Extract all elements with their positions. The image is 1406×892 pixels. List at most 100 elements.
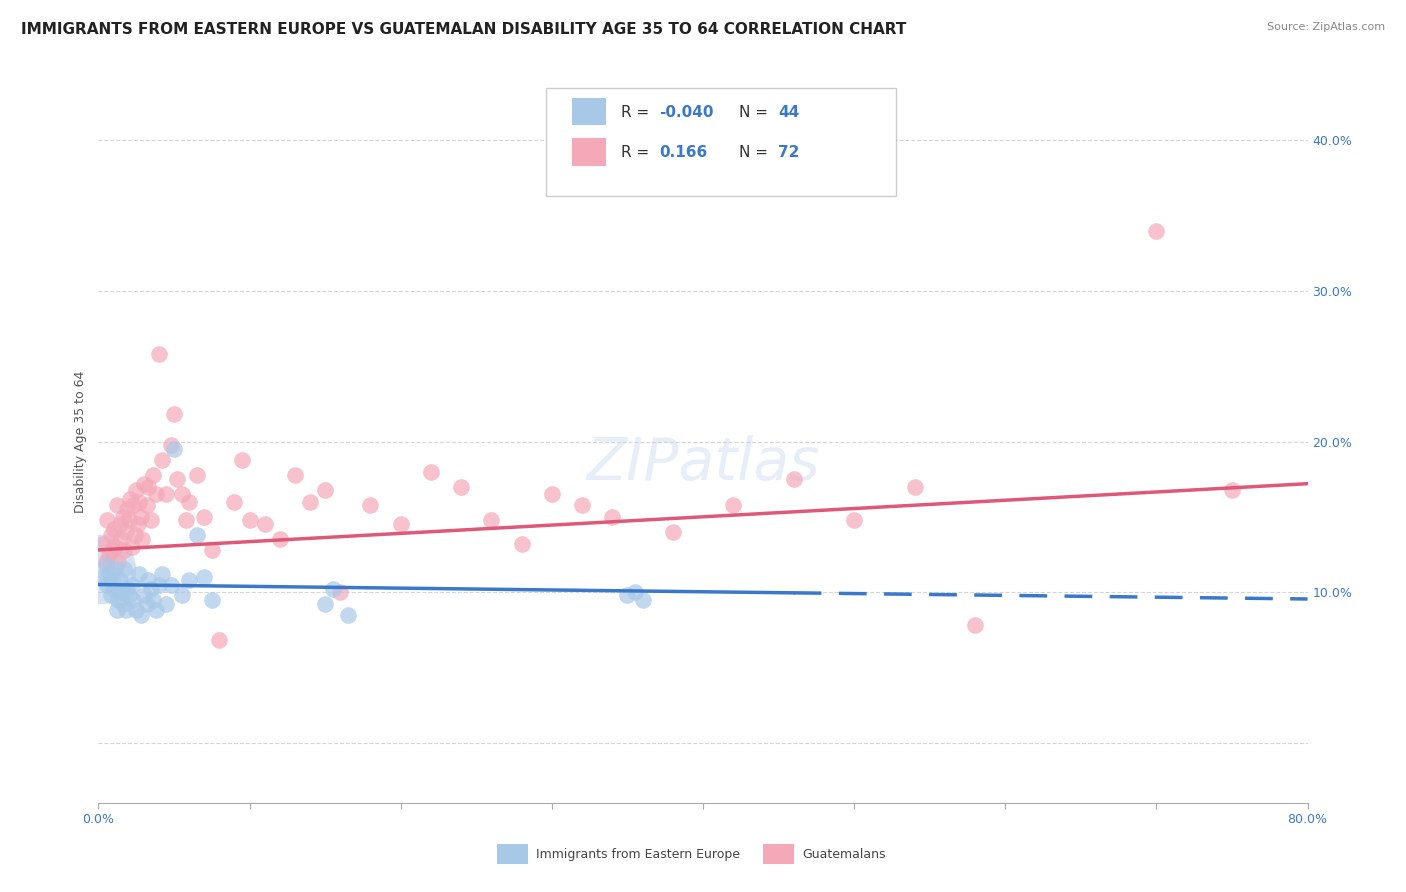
Point xyxy=(118,588,141,602)
Point xyxy=(129,607,152,622)
Point xyxy=(128,494,150,508)
Point xyxy=(231,452,253,467)
Point xyxy=(481,513,503,527)
Point xyxy=(100,588,122,602)
Point xyxy=(450,480,472,494)
Point xyxy=(98,548,121,562)
Point xyxy=(624,585,647,599)
Point xyxy=(844,513,866,527)
Point xyxy=(284,467,307,482)
Point xyxy=(208,633,231,648)
Point xyxy=(96,577,118,591)
Point xyxy=(420,465,443,479)
Point xyxy=(96,513,118,527)
Text: N =: N = xyxy=(740,145,773,160)
Point xyxy=(1220,483,1243,497)
Point xyxy=(98,567,121,582)
Point xyxy=(129,509,152,524)
Text: 44: 44 xyxy=(778,105,799,120)
Point xyxy=(336,607,359,622)
Point xyxy=(170,487,193,501)
Point xyxy=(125,603,148,617)
Point xyxy=(723,498,745,512)
Y-axis label: Disability Age 35 to 64: Disability Age 35 to 64 xyxy=(75,370,87,513)
Text: N =: N = xyxy=(740,105,773,120)
Point xyxy=(101,542,124,557)
Point xyxy=(224,494,246,508)
FancyBboxPatch shape xyxy=(763,844,794,864)
Text: Source: ZipAtlas.com: Source: ZipAtlas.com xyxy=(1267,22,1385,32)
Point xyxy=(105,603,128,617)
Point xyxy=(94,558,117,572)
Point xyxy=(540,487,562,501)
Point xyxy=(101,573,124,587)
Text: R =: R = xyxy=(621,105,654,120)
Point xyxy=(150,567,173,582)
FancyBboxPatch shape xyxy=(572,97,606,125)
Point xyxy=(510,537,533,551)
Point xyxy=(571,498,593,512)
Point xyxy=(110,585,132,599)
Point xyxy=(329,585,352,599)
Point xyxy=(150,452,173,467)
Point xyxy=(122,592,145,607)
Point xyxy=(299,494,322,508)
Point xyxy=(269,533,291,547)
Point xyxy=(155,487,177,501)
Text: R =: R = xyxy=(621,145,659,160)
Point xyxy=(616,588,638,602)
Point xyxy=(166,472,188,486)
Point xyxy=(131,533,153,547)
Point xyxy=(110,533,132,547)
Point xyxy=(121,577,143,591)
Point xyxy=(132,588,155,602)
Point xyxy=(90,562,112,576)
Point xyxy=(121,540,143,554)
Point xyxy=(112,542,135,557)
Text: 0.166: 0.166 xyxy=(659,145,707,160)
Point xyxy=(186,467,208,482)
Point xyxy=(314,483,336,497)
Point xyxy=(141,513,163,527)
Point xyxy=(602,509,624,524)
Point xyxy=(904,480,927,494)
Point xyxy=(145,603,167,617)
Text: Immigrants from Eastern Europe: Immigrants from Eastern Europe xyxy=(536,847,740,861)
Point xyxy=(179,573,201,587)
Point xyxy=(136,573,159,587)
Point xyxy=(107,555,129,569)
Point xyxy=(163,408,186,422)
Point xyxy=(142,467,165,482)
FancyBboxPatch shape xyxy=(546,87,897,196)
Point xyxy=(111,509,134,524)
Point xyxy=(107,592,129,607)
Text: Guatemalans: Guatemalans xyxy=(803,847,886,861)
Text: ZIPatlas: ZIPatlas xyxy=(586,434,820,491)
Point xyxy=(661,524,683,539)
Point xyxy=(155,597,177,611)
Text: IMMIGRANTS FROM EASTERN EUROPE VS GUATEMALAN DISABILITY AGE 35 TO 64 CORRELATION: IMMIGRANTS FROM EASTERN EUROPE VS GUATEM… xyxy=(21,22,907,37)
Point xyxy=(94,555,117,569)
Text: 72: 72 xyxy=(778,145,800,160)
Point xyxy=(105,498,128,512)
Point xyxy=(132,476,155,491)
Point xyxy=(141,582,163,596)
Point xyxy=(108,573,131,587)
Point xyxy=(160,437,183,451)
Point xyxy=(91,570,114,584)
Point xyxy=(127,517,149,532)
Point xyxy=(193,570,215,584)
Point xyxy=(389,517,412,532)
Point xyxy=(114,524,136,539)
Point xyxy=(160,577,183,591)
Point xyxy=(148,347,170,361)
Point xyxy=(118,513,141,527)
FancyBboxPatch shape xyxy=(498,844,527,864)
Point xyxy=(111,597,134,611)
Point xyxy=(163,442,186,456)
Point xyxy=(174,513,197,527)
Point xyxy=(120,491,142,506)
Point xyxy=(136,480,159,494)
Point xyxy=(108,517,131,532)
Point xyxy=(122,498,145,512)
